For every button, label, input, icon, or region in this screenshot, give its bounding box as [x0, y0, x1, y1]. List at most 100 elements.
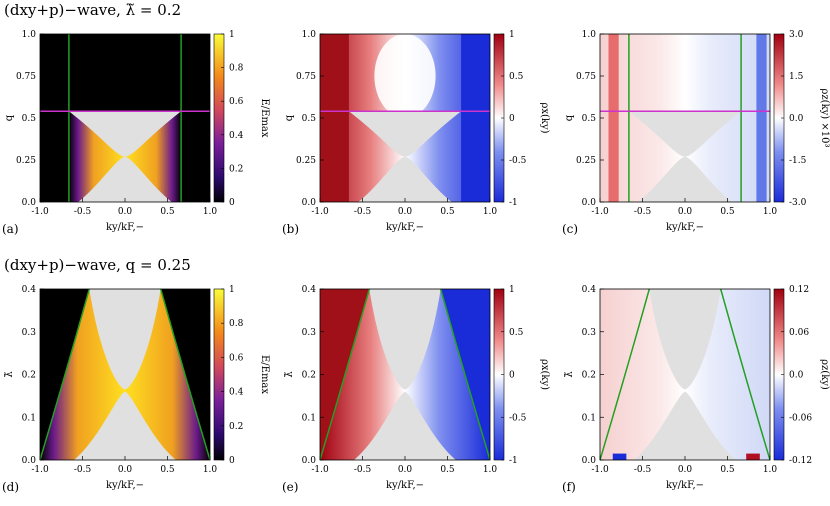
green-boundary-right	[439, 289, 490, 460]
colorbar-label: ρx(ky)	[539, 359, 550, 390]
colorbar-tick-label: 0.8	[229, 64, 244, 74]
y-tick-label: 0.2	[302, 371, 316, 381]
gap-region-upper	[369, 289, 441, 390]
gap-region-lower	[354, 391, 456, 460]
heatmap-c	[600, 34, 770, 202]
colorbar-tick-label: 0.5	[509, 72, 524, 82]
colorbar-tick-label: 0.06	[789, 328, 809, 338]
panel-label: (d)	[2, 480, 19, 494]
x-tick-label: -1.0	[591, 207, 609, 217]
colorbar-tick-label: 0	[509, 371, 515, 381]
green-boundary-left	[40, 289, 91, 460]
y-tick-label: 0.25	[576, 156, 596, 166]
heatmap-b	[320, 34, 490, 202]
colorbar-tick-label: 0	[229, 198, 235, 208]
x-tick-label: 0.5	[720, 207, 735, 217]
colorbar-tick-label: 0.4	[229, 388, 244, 398]
panel-label: (b)	[282, 222, 299, 236]
y-tick-label: 0.0	[22, 456, 37, 466]
y-tick-label: 0.0	[302, 198, 317, 208]
colorbar-tick-label: 1	[229, 30, 235, 40]
heatmap-d	[40, 289, 210, 460]
colorbar-tick-label: 0.8	[229, 319, 244, 329]
x-tick-label: 1.0	[763, 465, 778, 475]
gap-region-lower	[358, 156, 452, 202]
colorbar-tick-label: 0	[509, 114, 515, 124]
y-tick-label: 0.25	[296, 156, 316, 166]
gap-region-upper	[68, 111, 182, 157]
colorbar-label: E/Emax	[259, 98, 270, 137]
colorbar-tick-label: -0.5	[509, 413, 527, 423]
y-tick-label: 0.2	[582, 371, 596, 381]
y-tick-label: 0.0	[582, 456, 597, 466]
colorbar-tick-label: 1	[229, 285, 235, 295]
green-boundary-left	[600, 289, 651, 460]
colorbar-label: ρz(ky)	[819, 359, 830, 390]
red-spot	[746, 453, 760, 460]
x-tick-label: 1.0	[483, 207, 498, 217]
x-tick-label: 0.5	[160, 465, 175, 475]
heatmap-a	[40, 34, 210, 202]
y-tick-label: 0.4	[582, 285, 597, 295]
colorbar-tick-label: 0.2	[229, 164, 243, 174]
y-axis-label: λ̃	[4, 371, 15, 378]
x-tick-label: 0.0	[118, 465, 133, 475]
y-axis-label: q	[564, 114, 575, 121]
row-title-2: (dxy+p)−wave, q = 0.25	[4, 256, 191, 274]
panel-label: (c)	[562, 222, 578, 236]
colorbar-tick-label: 0.0	[789, 371, 804, 381]
x-axis-label: ky/kF,−	[666, 480, 704, 491]
y-tick-label: 0.4	[22, 285, 37, 295]
colorbar-tick-label: -1.5	[789, 156, 807, 166]
x-tick-label: 1.0	[203, 207, 218, 217]
colorbar-tick-label: 0.2	[229, 422, 243, 432]
row-title-1: (dxy+p)−wave, λ̃ = 0.2	[4, 1, 182, 19]
y-tick-label: 0.75	[16, 72, 36, 82]
y-tick-label: 0.2	[22, 371, 36, 381]
y-axis-label: λ̃	[284, 371, 295, 378]
x-tick-label: 0.0	[398, 465, 413, 475]
x-tick-label: -1.0	[31, 207, 49, 217]
green-boundary-left	[320, 289, 371, 460]
gap-region-upper	[628, 111, 742, 157]
gap-region-upper	[89, 289, 161, 390]
colorbar	[213, 33, 225, 203]
gap-region-lower	[638, 156, 732, 202]
colorbar-tick-label: 0.5	[509, 328, 524, 338]
x-tick-label: -0.5	[74, 207, 92, 217]
y-tick-label: 0.0	[302, 456, 317, 466]
colorbar-label: ρz(ky) ×10³	[819, 89, 830, 148]
y-tick-label: 0.75	[296, 72, 316, 82]
y-tick-label: 0.0	[582, 198, 597, 208]
colorbar	[213, 288, 225, 461]
x-axis-label: ky/kF,−	[666, 222, 704, 233]
x-tick-label: -0.5	[354, 465, 372, 475]
y-tick-label: 0.1	[302, 413, 316, 423]
x-axis-label: ky/kF,−	[386, 222, 424, 233]
x-axis-label: ky/kF,−	[106, 222, 144, 233]
colorbar-tick-label: -0.5	[509, 156, 527, 166]
y-tick-label: 0.3	[302, 328, 317, 338]
x-tick-label: 0.0	[398, 207, 413, 217]
green-boundary-right	[159, 289, 210, 460]
heatmap-f	[600, 289, 770, 460]
panel-label: (a)	[2, 222, 19, 236]
x-tick-label: -1.0	[311, 207, 329, 217]
colorbar-tick-label: -0.06	[789, 413, 812, 423]
y-tick-label: 0.4	[302, 285, 317, 295]
right-band	[461, 34, 490, 202]
y-tick-label: 0.1	[582, 413, 596, 423]
x-tick-label: 0.0	[678, 465, 693, 475]
white-lobe	[374, 34, 436, 118]
colorbar-tick-label: -3.0	[789, 198, 807, 208]
y-axis-label: q	[284, 114, 295, 121]
gap-region-upper	[649, 289, 721, 390]
x-tick-label: -0.5	[74, 465, 92, 475]
y-axis-label: q	[4, 114, 15, 121]
y-tick-label: 1.0	[22, 30, 37, 40]
x-tick-label: -0.5	[634, 207, 652, 217]
x-tick-label: -0.5	[354, 207, 372, 217]
colorbar-tick-label: 0	[229, 456, 235, 466]
heatmap-e	[320, 289, 490, 460]
